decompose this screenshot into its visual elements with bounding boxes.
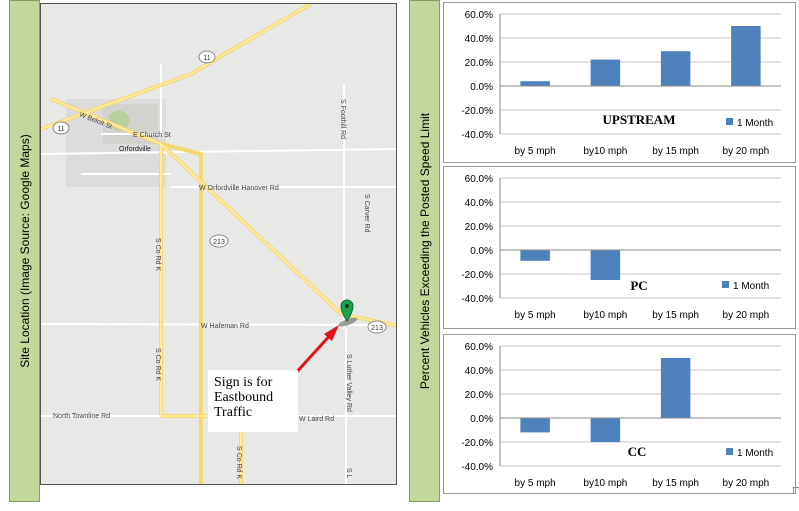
bar — [660, 358, 691, 418]
legend-swatch — [722, 281, 729, 288]
x-tick-label: by 5 mph — [515, 310, 556, 321]
red-arrow — [291, 330, 335, 378]
bar — [660, 51, 691, 86]
y-axis-label-text: Percent Vehicles Exceeding the Posted Sp… — [417, 112, 432, 390]
label-luther-valley: S Luther Valley Rd — [345, 354, 352, 412]
y-tick-label: 60.0% — [465, 174, 493, 185]
chart-pc: 60.0% 40.0% 20.0% 0.0% -20.0% -40.0% by 5 mph b… — [443, 166, 796, 329]
corner-mark — [793, 487, 799, 493]
chart-upstream: 60.0% 40.0% 20.0% 0.0% -20.0% -40.0% by 5 mph b… — [443, 2, 796, 163]
chart-title: CC — [628, 444, 647, 459]
bar — [590, 418, 621, 442]
x-tick-label: by 15 mph — [652, 146, 699, 157]
y-tick-label: -40.0% — [461, 462, 493, 473]
label-co-rd-k-mid: S Co Rd K — [154, 348, 161, 381]
bar — [520, 250, 550, 261]
x-tick-label: by 15 mph — [652, 478, 699, 489]
bar — [731, 26, 761, 86]
label-foothill: S Foothill Rd — [339, 99, 346, 139]
y-tick-label: 0.0% — [470, 246, 493, 257]
chart-title: PC — [630, 278, 647, 293]
y-tick-label: 60.0% — [465, 10, 493, 21]
legend-swatch — [726, 118, 733, 125]
y-tick-label: 60.0% — [465, 342, 493, 353]
y-axis-label-box: Percent Vehicles Exceeding the Posted Sp… — [409, 0, 440, 502]
y-tick-label: -20.0% — [461, 270, 493, 281]
legend-label: 1 Month — [733, 281, 769, 292]
label-co-rd-k-lower: S Co Rd K — [235, 446, 242, 479]
y-tick-label: 40.0% — [465, 34, 493, 45]
legend-label: 1 Month — [737, 118, 773, 129]
map-marker-icon — [340, 299, 354, 322]
chart-upstream-svg: 60.0% 40.0% 20.0% 0.0% -20.0% -40.0% by 5 mph b… — [461, 10, 781, 157]
x-tick-label: by 20 mph — [723, 478, 770, 489]
x-tick-label: by 20 mph — [723, 146, 770, 157]
chart-cc: 60.0% 40.0% 20.0% 0.0% -20.0% -40.0% by 5 mph b… — [443, 334, 796, 494]
x-tick-label: by 5 mph — [515, 146, 556, 157]
bar — [520, 418, 550, 433]
label-co-rd-k-upper: S Co Rd K — [154, 238, 161, 271]
bar — [590, 250, 621, 280]
bar — [590, 59, 621, 86]
y-tick-label: 20.0% — [465, 58, 493, 69]
label-church: E Church St — [133, 132, 171, 139]
chart-cc-svg: 60.0% 40.0% 20.0% 0.0% -20.0% -40.0% by 5 mph b… — [461, 342, 781, 489]
site-location-text: Site Location (Image Source: Google Maps… — [17, 134, 32, 368]
y-tick-label: 40.0% — [465, 198, 493, 209]
site-location-label: Site Location (Image Source: Google Maps… — [9, 0, 40, 502]
chart-pc-svg: 60.0% 40.0% 20.0% 0.0% -20.0% -40.0% by 5 mph b… — [461, 174, 781, 321]
legend-label: 1 Month — [737, 448, 773, 459]
y-tick-label: -20.0% — [461, 438, 493, 449]
y-tick-label: 0.0% — [470, 82, 493, 93]
label-hanover: W Orfordville Hanover Rd — [199, 185, 279, 192]
y-tick-label: 20.0% — [465, 222, 493, 233]
label-bottom-s: S L — [345, 468, 352, 479]
shield-11-left: 11 — [57, 126, 64, 133]
y-tick-label: 0.0% — [470, 414, 493, 425]
label-carver: S Carver Rd — [363, 194, 370, 233]
y-tick-label: -40.0% — [461, 294, 493, 305]
x-tick-label: by10 mph — [583, 146, 627, 157]
x-tick-label: by 5 mph — [515, 478, 556, 489]
y-tick-label: -20.0% — [461, 106, 493, 117]
x-tick-label: by 15 mph — [652, 310, 699, 321]
callout-line-2: Eastbound — [214, 390, 274, 405]
legend-swatch — [726, 448, 733, 455]
callout-line-1: Sign is for — [214, 375, 273, 390]
bar — [520, 81, 550, 86]
label-orfordville: Orfordville — [119, 146, 151, 153]
y-tick-label: 20.0% — [465, 390, 493, 401]
shield-11-top: 11 — [203, 55, 210, 62]
x-tick-label: by10 mph — [583, 310, 627, 321]
callout-line-3: Traffic — [214, 405, 253, 420]
label-laird: W Laird Rd — [299, 416, 334, 423]
arrow-head-icon — [324, 325, 339, 341]
shield-213-right: 213 — [371, 325, 383, 332]
shield-213-mid: 213 — [213, 239, 225, 246]
x-tick-label: by10 mph — [583, 478, 627, 489]
label-hafeman: W Hafeman Rd — [201, 323, 249, 330]
x-tick-label: by 20 mph — [723, 310, 770, 321]
y-tick-label: 40.0% — [465, 366, 493, 377]
chart-title: UPSTREAM — [603, 112, 676, 127]
label-north-townline: North Townline Rd — [53, 413, 110, 420]
callout-box: Sign is for Eastbound Traffic — [208, 370, 298, 432]
y-tick-label: -40.0% — [461, 130, 493, 141]
